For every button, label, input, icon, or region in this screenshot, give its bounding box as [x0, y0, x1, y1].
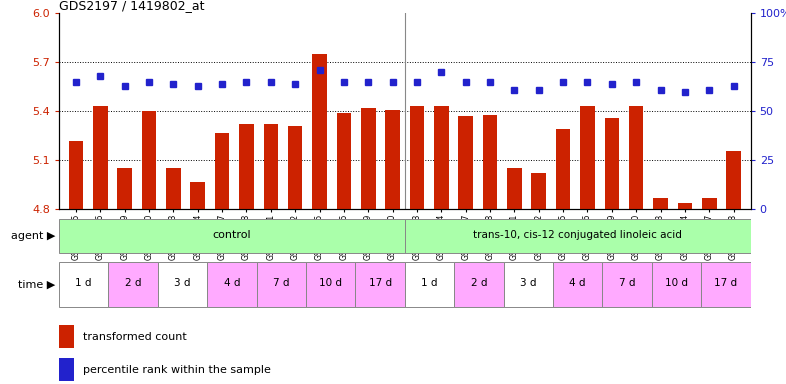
Bar — [507, 169, 522, 209]
Text: transformed count: transformed count — [83, 332, 187, 342]
Text: 17 d: 17 d — [369, 278, 391, 288]
Bar — [336, 113, 351, 209]
Bar — [405, 262, 454, 306]
Bar — [702, 198, 717, 209]
Bar — [68, 141, 83, 209]
Text: 10 d: 10 d — [665, 278, 688, 288]
Bar — [629, 106, 644, 209]
Text: percentile rank within the sample: percentile rank within the sample — [83, 365, 271, 375]
Bar — [263, 124, 278, 209]
Bar — [652, 262, 701, 306]
Bar — [483, 115, 498, 209]
Text: time ▶: time ▶ — [18, 279, 55, 289]
Bar — [158, 262, 208, 306]
Bar — [458, 116, 473, 209]
Text: 1 d: 1 d — [421, 278, 438, 288]
Text: 2 d: 2 d — [125, 278, 141, 288]
Bar — [93, 106, 108, 209]
Text: 3 d: 3 d — [520, 278, 537, 288]
Text: GDS2197 / 1419802_at: GDS2197 / 1419802_at — [59, 0, 204, 12]
Bar — [580, 106, 595, 209]
Bar — [108, 262, 158, 306]
Bar — [653, 198, 668, 209]
Bar — [604, 118, 619, 209]
Bar — [531, 174, 546, 209]
Text: 1 d: 1 d — [75, 278, 92, 288]
Text: 7 d: 7 d — [273, 278, 289, 288]
Bar — [117, 169, 132, 209]
Bar — [239, 124, 254, 209]
Bar — [385, 110, 400, 209]
Bar — [405, 219, 751, 253]
Bar — [59, 219, 405, 253]
Text: control: control — [212, 230, 252, 240]
Bar — [355, 262, 405, 306]
Bar — [190, 182, 205, 209]
Bar — [312, 54, 327, 209]
Bar — [454, 262, 504, 306]
Text: 4 d: 4 d — [224, 278, 240, 288]
Text: 7 d: 7 d — [619, 278, 635, 288]
Bar — [141, 111, 156, 209]
Bar — [256, 262, 306, 306]
Text: 10 d: 10 d — [319, 278, 342, 288]
Bar — [361, 108, 376, 209]
Bar — [553, 262, 602, 306]
Bar — [208, 262, 256, 306]
Text: trans-10, cis-12 conjugated linoleic acid: trans-10, cis-12 conjugated linoleic aci… — [473, 230, 682, 240]
Bar — [59, 262, 108, 306]
Bar — [288, 126, 303, 209]
Bar — [410, 106, 424, 209]
Bar — [434, 106, 449, 209]
Bar — [166, 169, 181, 209]
Bar — [59, 358, 74, 381]
Bar — [59, 325, 74, 348]
Bar — [726, 151, 741, 209]
Bar — [678, 203, 692, 209]
Bar — [215, 132, 230, 209]
Bar — [306, 262, 355, 306]
Text: agent ▶: agent ▶ — [11, 231, 55, 241]
Bar — [602, 262, 652, 306]
Text: 3 d: 3 d — [174, 278, 191, 288]
Text: 2 d: 2 d — [471, 278, 487, 288]
Bar — [701, 262, 751, 306]
Text: 17 d: 17 d — [714, 278, 737, 288]
Text: 4 d: 4 d — [570, 278, 586, 288]
Bar — [504, 262, 553, 306]
Bar — [556, 129, 571, 209]
